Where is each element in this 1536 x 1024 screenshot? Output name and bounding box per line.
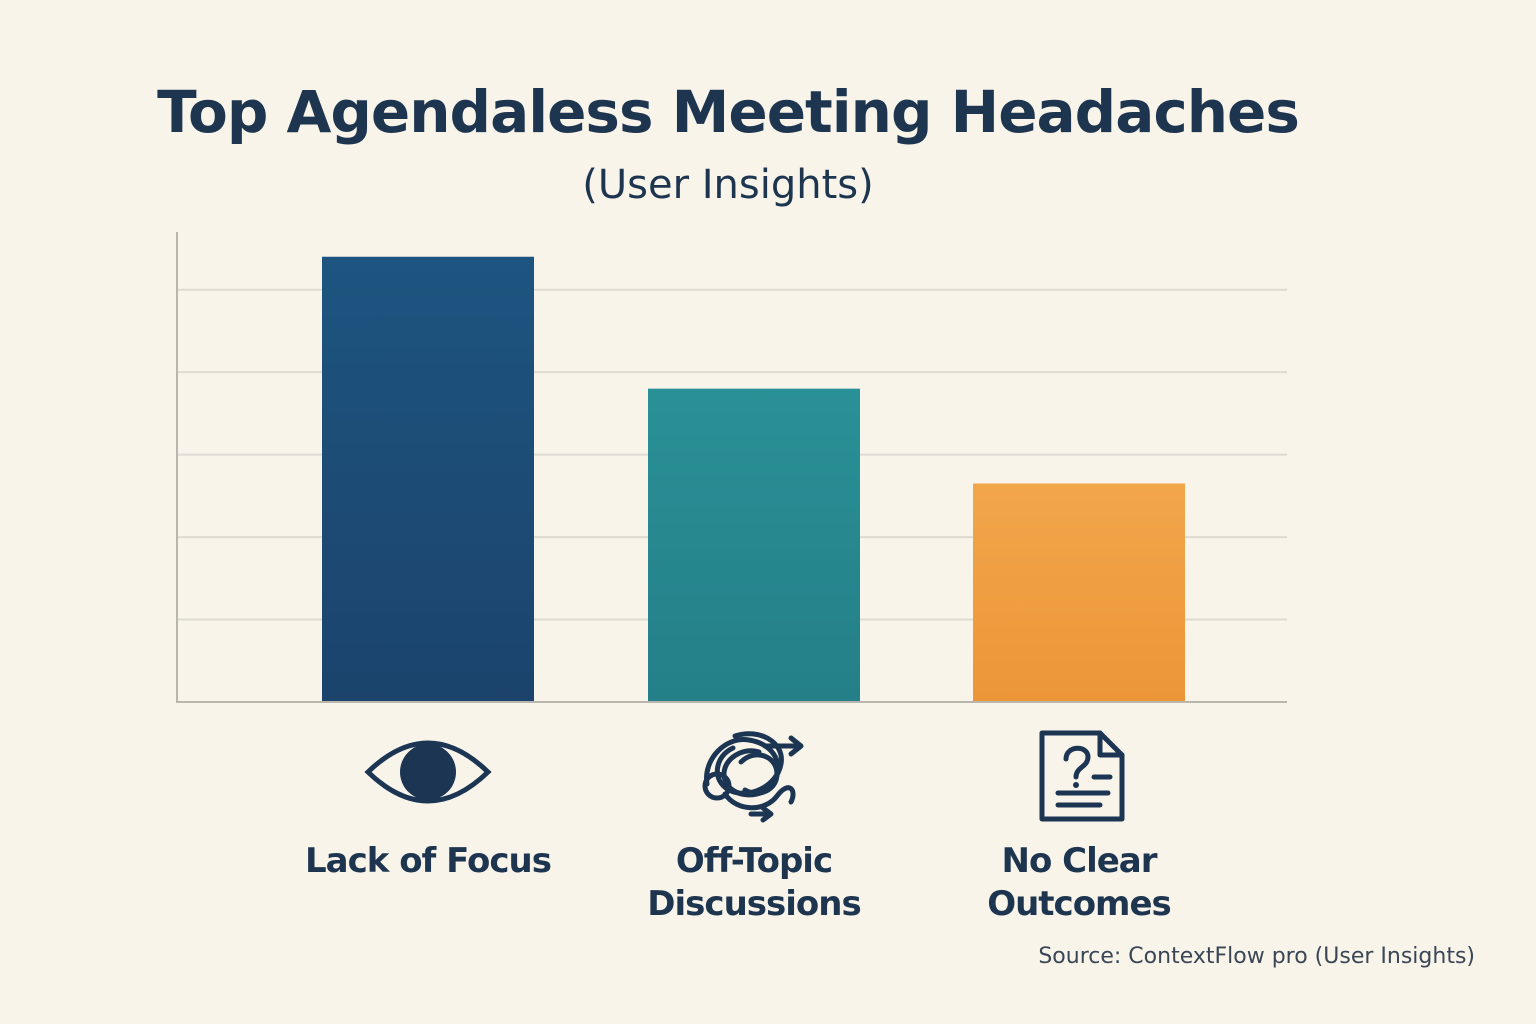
category-label-line: Outcomes <box>987 884 1171 924</box>
category-label-line: Discussions <box>647 884 860 924</box>
chart-title: Top Agendaless Meeting Headaches <box>157 78 1300 146</box>
category-label: Lack of Focus <box>305 841 551 881</box>
bar-lack-of-focus <box>322 256 534 702</box>
category-label: No Clear Outcomes <box>987 841 1171 924</box>
bar-no-clear-outcomes <box>973 483 1185 702</box>
chart-subtitle: (User Insights) <box>582 162 874 208</box>
category-label-line: Off-Topic <box>676 841 832 881</box>
question-document-icon <box>1039 730 1125 822</box>
eye-icon <box>364 740 492 804</box>
category-label: Off-Topic Discussions <box>647 841 860 924</box>
category-label-line: No Clear <box>1001 841 1157 881</box>
bar-off-topic-discussions <box>648 388 860 702</box>
source-note: Source: ContextFlow pro (User Insights) <box>1038 944 1475 969</box>
tangled-arrows-icon <box>702 731 804 823</box>
category-label-line: Lack of Focus <box>305 841 551 881</box>
